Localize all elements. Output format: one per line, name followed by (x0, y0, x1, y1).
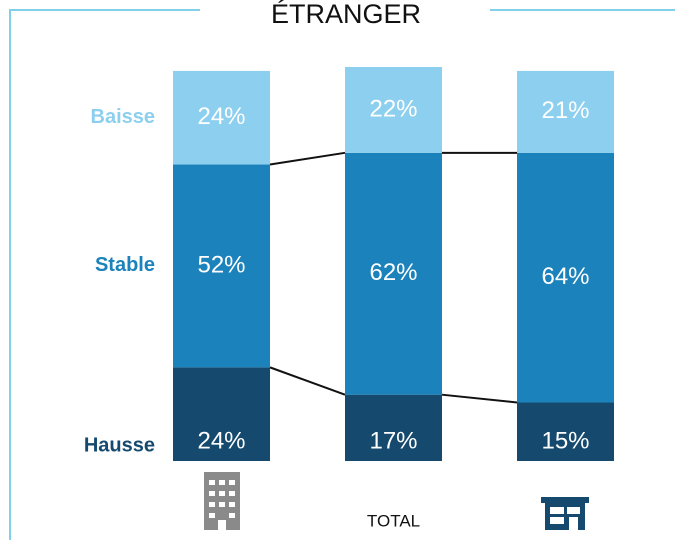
connector (441, 393, 518, 404)
legend-label: Stable (95, 254, 155, 276)
value-label: 15% (541, 427, 589, 454)
chart-title: ÉTRANGER (271, 0, 421, 29)
value-label: 24% (197, 427, 245, 454)
bar-segment (173, 367, 270, 461)
shop-icon (541, 497, 589, 530)
value-label: 24% (197, 103, 245, 130)
bar-segment (517, 70, 614, 153)
legend-label: Hausse (84, 434, 155, 456)
frame (9, 9, 675, 540)
bar-segment (345, 67, 442, 153)
legend-label: Baisse (91, 106, 156, 128)
bar-segment (345, 152, 442, 395)
bar-segment (517, 152, 614, 403)
value-label: 22% (369, 95, 417, 122)
bar-segment (517, 402, 614, 461)
bar-segment (345, 394, 442, 461)
connector (269, 366, 346, 396)
bar-segment (173, 164, 270, 368)
x-tick-label: TOTAL (367, 511, 420, 530)
bar-segment (173, 70, 270, 165)
value-label: 52% (197, 251, 245, 278)
value-label: 62% (369, 259, 417, 286)
building-icon (204, 472, 240, 530)
value-label: 21% (541, 97, 589, 124)
value-label: 17% (369, 427, 417, 454)
connector (269, 151, 346, 166)
value-label: 64% (541, 263, 589, 290)
